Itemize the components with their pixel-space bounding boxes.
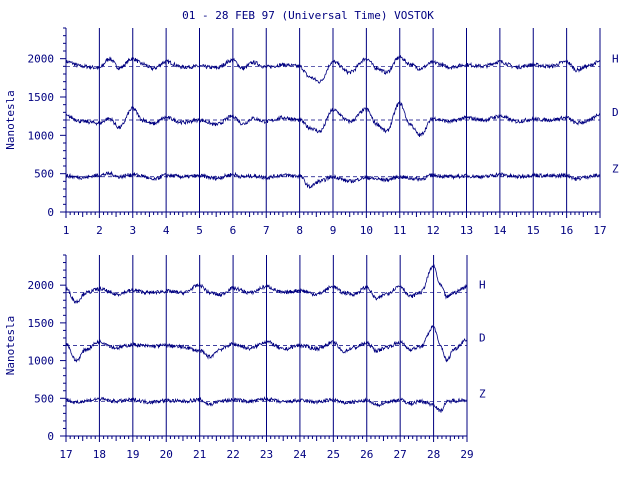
x-tick-label: 29 (460, 448, 473, 461)
y-tick-label: 1500 (28, 91, 55, 104)
series-label-D: D (612, 106, 619, 119)
x-tick-label: 20 (160, 448, 173, 461)
chart-title: 01 - 28 FEB 97 (Universal Time) VOSTOK (182, 9, 434, 22)
x-tick-label: 17 (593, 224, 606, 237)
series-label-H: H (479, 279, 486, 292)
series-trace-Z (65, 396, 468, 413)
x-tick-label: 24 (293, 448, 307, 461)
x-tick-label: 26 (360, 448, 373, 461)
x-tick-label: 6 (230, 224, 237, 237)
series-trace-Z (66, 170, 601, 190)
x-tick-label: 3 (129, 224, 136, 237)
x-tick-label: 18 (93, 448, 106, 461)
series-label-D: D (479, 332, 486, 345)
series-label-Z: Z (479, 387, 486, 400)
x-tick-label: 14 (493, 224, 507, 237)
x-tick-label: 17 (59, 448, 72, 461)
y-tick-label: 2000 (28, 279, 55, 292)
x-tick-label: 12 (427, 224, 440, 237)
series-trace-H (65, 55, 601, 84)
y-axis-label: Nanotesla (4, 90, 17, 150)
y-tick-label: 0 (47, 206, 54, 219)
y-tick-label: 1000 (28, 129, 55, 142)
x-tick-label: 16 (560, 224, 573, 237)
x-tick-label: 2 (96, 224, 103, 237)
x-tick-label: 22 (226, 448, 239, 461)
series-label-H: H (612, 52, 619, 65)
y-tick-label: 1500 (28, 317, 55, 330)
series-trace-D (65, 325, 468, 363)
x-tick-label: 7 (263, 224, 270, 237)
x-tick-label: 27 (394, 448, 407, 461)
x-tick-label: 21 (193, 448, 206, 461)
x-tick-label: 23 (260, 448, 273, 461)
x-tick-label: 25 (327, 448, 340, 461)
x-tick-label: 10 (360, 224, 373, 237)
x-tick-label: 4 (163, 224, 170, 237)
y-tick-label: 0 (47, 430, 54, 443)
panel-bottom: 0 500 1000 1500 2000 Nanotesla 17 18 19 20 21 22 23 2… (4, 254, 486, 461)
y-tick-label: 2000 (28, 53, 55, 66)
series-label-Z: Z (612, 163, 619, 176)
x-tick-label: 1 (63, 224, 70, 237)
x-tick-label: 19 (126, 448, 139, 461)
y-tick-label: 500 (34, 392, 54, 405)
x-tick-label: 5 (196, 224, 203, 237)
series-trace-D (65, 100, 601, 137)
y-tick-label: 1000 (28, 355, 55, 368)
x-tick-label: 11 (393, 224, 406, 237)
x-tick-label: 8 (296, 224, 303, 237)
x-tick-label: 9 (330, 224, 337, 237)
y-axis-label: Nanotesla (4, 316, 17, 376)
x-tick-label: 13 (460, 224, 473, 237)
y-tick-label: 500 (34, 168, 54, 181)
x-tick-label: 15 (527, 224, 540, 237)
series-trace-H (65, 264, 468, 305)
x-tick-label: 28 (427, 448, 440, 461)
